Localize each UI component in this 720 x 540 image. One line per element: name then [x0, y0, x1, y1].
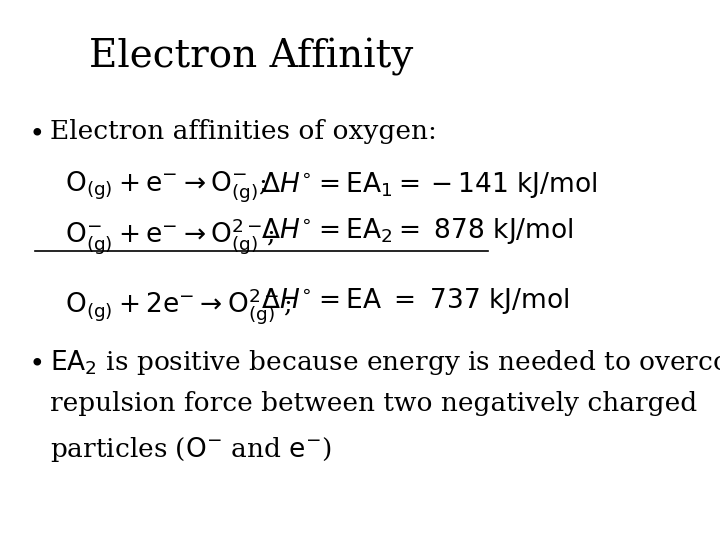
Text: Electron affinities of oxygen:: Electron affinities of oxygen:	[50, 119, 437, 144]
Text: $\mathrm{O_{(g)} + 2e^{-} \rightarrow O^{2-}_{(g)}}$;: $\mathrm{O_{(g)} + 2e^{-} \rightarrow O^…	[66, 286, 292, 326]
Text: $\bullet$: $\bullet$	[27, 119, 42, 144]
Text: repulsion force between two negatively charged: repulsion force between two negatively c…	[50, 392, 698, 416]
Text: $\bullet$: $\bullet$	[27, 348, 42, 373]
Text: $\mathrm{O^{-}_{(g)} + e^{-} \rightarrow O^{2-}_{(g)}}$;: $\mathrm{O^{-}_{(g)} + e^{-} \rightarrow…	[66, 216, 275, 256]
Text: $\Delta H^{\circ} = \mathrm{EA} \ = \ 737\ \mathrm{kJ/mol}$: $\Delta H^{\circ} = \mathrm{EA} \ = \ 73…	[261, 286, 570, 316]
Text: $\mathrm{O_{(g)} + e^{-} \rightarrow O^{-}_{(g)}}$;: $\mathrm{O_{(g)} + e^{-} \rightarrow O^{…	[66, 170, 266, 205]
Text: Electron Affinity: Electron Affinity	[89, 38, 413, 76]
Text: $\Delta H^{\circ} = \mathrm{EA_1} = -141\ \mathrm{kJ/mol}$: $\Delta H^{\circ} = \mathrm{EA_1} = -141…	[261, 170, 598, 200]
Text: $\Delta H^{\circ} = \mathrm{EA_2} = \ 878\ \mathrm{kJ/mol}$: $\Delta H^{\circ} = \mathrm{EA_2} = \ 87…	[261, 216, 574, 246]
Text: $\mathrm{EA_2}$ is positive because energy is needed to overcome: $\mathrm{EA_2}$ is positive because ener…	[50, 348, 720, 377]
Text: particles ($\mathrm{O^{-}}$ and $\mathrm{e^{-}}$): particles ($\mathrm{O^{-}}$ and $\mathrm…	[50, 435, 332, 464]
